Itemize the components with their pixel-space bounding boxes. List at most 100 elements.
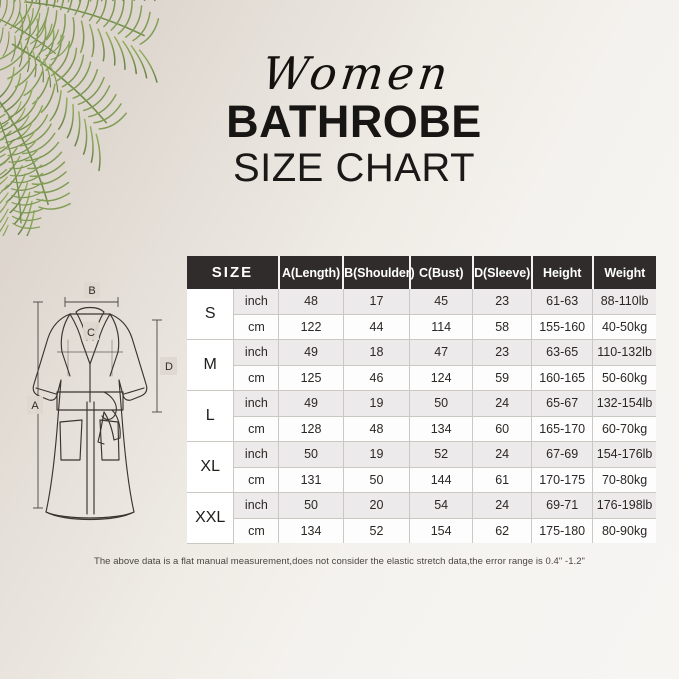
cell-weight: 110-132lb [592,339,656,366]
cell-weight: 60-70kg [592,416,656,442]
size-label-xxl: XXL [187,492,235,544]
cell-bust: 45 [409,289,474,315]
measurement-disclaimer: The above data is a flat manual measurem… [94,556,585,567]
table-row: M inch 49 18 47 23 63-65 110-132lb [187,339,656,391]
cell-weight: 132-154lb [592,390,656,417]
cell-sleeve: 58 [472,314,533,340]
header-height: Height [531,256,594,289]
cell-shoulder: 19 [343,390,411,417]
cell-bust: 50 [409,390,474,417]
cell-bust: 54 [409,492,474,519]
cell-sleeve: 60 [472,416,533,442]
bathrobe-diagram: A B C D [27,282,177,521]
size-table: SIZE A(Length) B(Shoulder) C(Bust) D(Sle… [187,256,656,544]
cell-length: 50 [278,441,344,468]
cell-sleeve: 61 [472,467,533,493]
cell-height: 165-170 [531,416,594,442]
unit-inch: inch [233,339,280,366]
dimension-label-b: B [88,285,95,297]
cell-shoulder: 44 [343,314,411,340]
cell-height: 170-175 [531,467,594,493]
cell-shoulder: 46 [343,365,411,391]
size-label-xl: XL [187,441,235,493]
cell-height: 69-71 [531,492,594,519]
unit-cm: cm [233,365,280,391]
cell-shoulder: 50 [343,467,411,493]
cell-bust: 134 [409,416,474,442]
cell-length: 134 [278,518,344,543]
unit-cm: cm [233,518,280,543]
cell-height: 61-63 [531,289,594,315]
unit-cm: cm [233,416,280,442]
cell-weight: 70-80kg [592,467,656,493]
cell-bust: 47 [409,339,474,366]
table-row: cm 131 50 144 61 170-175 70-80kg [187,467,656,493]
header-sleeve: D(Sleeve) [472,256,533,289]
table-row: L inch 49 19 50 24 65-67 132-154lb [187,390,656,442]
cell-weight: 154-176lb [592,441,656,468]
cell-bust: 52 [409,441,474,468]
size-label-m: M [187,339,235,391]
table-row: cm 128 48 134 60 165-170 60-70kg [187,416,656,442]
header-size: SIZE [187,256,280,289]
cell-sleeve: 24 [472,492,533,519]
cell-height: 175-180 [531,518,594,543]
cell-shoulder: 20 [343,492,411,519]
cell-sleeve: 24 [472,390,533,417]
cell-sleeve: 62 [472,518,533,543]
table-row: S inch 48 17 45 23 61-63 88-110lb [187,289,656,340]
cell-height: 67-69 [531,441,594,468]
cell-bust: 114 [409,314,474,340]
cell-sleeve: 24 [472,441,533,468]
cell-shoulder: 17 [343,289,411,315]
table-row: cm 134 52 154 62 175-180 80-90kg [187,518,656,543]
cell-shoulder: 48 [343,416,411,442]
dimension-line-b [64,297,119,307]
page-title: Women BATHROBE SIZE CHART [188,47,520,191]
cell-length: 49 [278,339,344,366]
table-row: XXL inch 50 20 54 24 69-71 176-198lb [187,492,656,544]
cell-shoulder: 18 [343,339,411,366]
dimension-label-a: A [31,400,39,412]
header-weight: Weight [592,256,656,289]
unit-inch: inch [233,492,280,519]
table-row: XL inch 50 19 52 24 67-69 154-176lb [187,441,656,493]
cell-weight: 40-50kg [592,314,656,340]
cell-weight: 88-110lb [592,289,656,315]
size-label-s: S [187,289,235,340]
cell-height: 155-160 [531,314,594,340]
cell-length: 131 [278,467,344,493]
header-bust: C(Bust) [409,256,474,289]
title-bathrobe: BATHROBE [226,96,482,148]
title-size-chart: SIZE CHART [232,146,476,191]
size-table-container: SIZE A(Length) B(Shoulder) C(Bust) D(Sle… [187,256,656,544]
cell-length: 48 [278,289,344,315]
table-header-row: SIZE A(Length) B(Shoulder) C(Bust) D(Sle… [187,256,656,289]
cell-height: 160-165 [531,365,594,391]
table-body: S inch 48 17 45 23 61-63 88-110lb cm 122… [187,289,656,544]
unit-cm: cm [233,314,280,340]
cell-height: 63-65 [531,339,594,366]
dimension-label-d: D [165,361,173,373]
cell-height: 65-67 [531,390,594,417]
cell-weight: 80-90kg [592,518,656,543]
cell-length: 122 [278,314,344,340]
dimension-line-d [152,319,162,413]
cell-sleeve: 23 [472,289,533,315]
cell-length: 49 [278,390,344,417]
cell-sleeve: 59 [472,365,533,391]
cell-shoulder: 52 [343,518,411,543]
cell-bust: 124 [409,365,474,391]
cell-sleeve: 23 [472,339,533,366]
header-shoulder: B(Shoulder) [343,256,415,289]
title-script-women: Women [259,47,455,100]
table-row: cm 125 46 124 59 160-165 50-60kg [187,365,656,391]
cell-length: 50 [278,492,344,519]
cell-weight: 50-60kg [592,365,656,391]
cell-bust: 154 [409,518,474,543]
header-length: A(Length) [278,256,345,289]
cell-length: 128 [278,416,344,442]
cell-shoulder: 19 [343,441,411,468]
cell-length: 125 [278,365,344,391]
